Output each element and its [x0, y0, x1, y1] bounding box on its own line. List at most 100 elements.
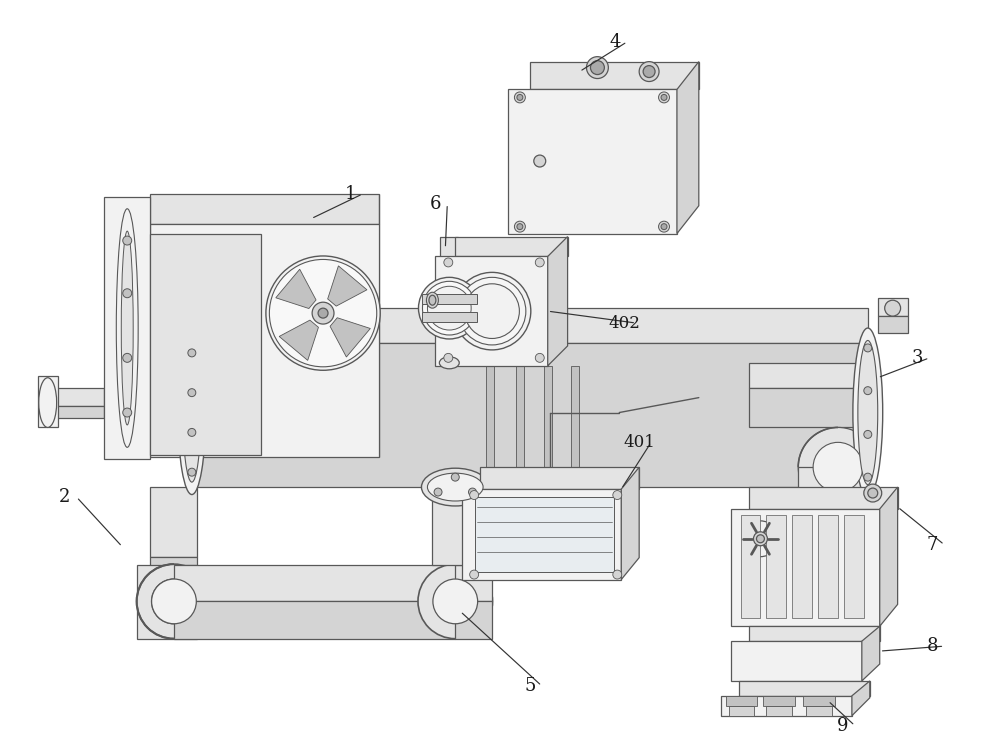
- Ellipse shape: [613, 491, 622, 500]
- Polygon shape: [844, 515, 864, 618]
- Polygon shape: [422, 294, 477, 304]
- Polygon shape: [276, 269, 316, 308]
- Ellipse shape: [798, 428, 878, 507]
- Polygon shape: [192, 308, 868, 343]
- Ellipse shape: [659, 222, 669, 232]
- Ellipse shape: [517, 224, 523, 230]
- Ellipse shape: [266, 256, 380, 370]
- Ellipse shape: [864, 344, 872, 352]
- Text: 2: 2: [59, 488, 70, 506]
- Ellipse shape: [123, 353, 132, 362]
- Polygon shape: [677, 62, 699, 233]
- Polygon shape: [880, 487, 898, 626]
- Polygon shape: [731, 509, 880, 626]
- Polygon shape: [803, 696, 835, 706]
- Polygon shape: [150, 233, 261, 456]
- Text: 3: 3: [912, 349, 923, 367]
- Polygon shape: [455, 601, 492, 639]
- Ellipse shape: [643, 66, 655, 77]
- Polygon shape: [174, 601, 455, 639]
- Ellipse shape: [590, 60, 604, 74]
- Polygon shape: [878, 316, 908, 333]
- Polygon shape: [174, 565, 455, 601]
- Ellipse shape: [188, 349, 196, 357]
- Text: 8: 8: [927, 637, 938, 655]
- Ellipse shape: [123, 408, 132, 417]
- Ellipse shape: [312, 302, 334, 324]
- Polygon shape: [432, 487, 478, 565]
- Polygon shape: [455, 565, 492, 601]
- Ellipse shape: [586, 57, 608, 79]
- Ellipse shape: [864, 386, 872, 394]
- Polygon shape: [152, 380, 259, 392]
- Ellipse shape: [123, 289, 132, 298]
- Ellipse shape: [429, 295, 436, 305]
- Ellipse shape: [470, 570, 479, 579]
- Polygon shape: [152, 348, 259, 360]
- Text: 9: 9: [837, 717, 849, 735]
- Ellipse shape: [659, 92, 669, 103]
- Ellipse shape: [535, 258, 544, 267]
- Polygon shape: [152, 411, 259, 423]
- Ellipse shape: [116, 209, 138, 447]
- Ellipse shape: [188, 468, 196, 476]
- Ellipse shape: [661, 224, 667, 230]
- Ellipse shape: [753, 532, 767, 545]
- Text: 1: 1: [345, 185, 357, 203]
- Polygon shape: [571, 366, 579, 467]
- Polygon shape: [741, 515, 760, 618]
- Text: 5: 5: [524, 677, 536, 695]
- Polygon shape: [174, 565, 197, 639]
- Ellipse shape: [453, 272, 531, 350]
- Polygon shape: [878, 298, 908, 316]
- Ellipse shape: [183, 343, 201, 482]
- Text: 401: 401: [623, 434, 655, 451]
- Ellipse shape: [427, 473, 483, 501]
- Polygon shape: [766, 515, 786, 618]
- Polygon shape: [480, 467, 639, 489]
- Ellipse shape: [434, 488, 442, 496]
- Polygon shape: [852, 681, 870, 715]
- Polygon shape: [530, 62, 699, 90]
- Ellipse shape: [418, 564, 493, 639]
- Polygon shape: [621, 467, 639, 579]
- Polygon shape: [818, 515, 838, 618]
- Polygon shape: [462, 489, 621, 579]
- Ellipse shape: [743, 521, 778, 556]
- Polygon shape: [544, 366, 552, 467]
- Polygon shape: [152, 284, 259, 296]
- Polygon shape: [38, 376, 58, 428]
- Polygon shape: [486, 366, 494, 467]
- Ellipse shape: [534, 155, 546, 167]
- Polygon shape: [150, 194, 379, 224]
- Text: 4: 4: [610, 32, 621, 51]
- Ellipse shape: [178, 330, 206, 495]
- Polygon shape: [729, 706, 754, 715]
- Polygon shape: [455, 236, 568, 256]
- Ellipse shape: [427, 286, 471, 330]
- Ellipse shape: [514, 222, 525, 232]
- Ellipse shape: [318, 308, 328, 318]
- Polygon shape: [328, 266, 367, 306]
- Ellipse shape: [535, 353, 544, 362]
- Ellipse shape: [426, 292, 438, 308]
- Polygon shape: [440, 343, 458, 363]
- Ellipse shape: [885, 300, 901, 316]
- Polygon shape: [152, 364, 259, 376]
- Polygon shape: [279, 320, 318, 361]
- Ellipse shape: [813, 442, 863, 492]
- Ellipse shape: [864, 473, 872, 481]
- Polygon shape: [152, 269, 259, 280]
- Polygon shape: [150, 224, 379, 457]
- Ellipse shape: [421, 468, 489, 506]
- Ellipse shape: [418, 277, 480, 339]
- Ellipse shape: [123, 236, 132, 245]
- Polygon shape: [862, 626, 880, 681]
- Polygon shape: [792, 515, 812, 618]
- Polygon shape: [798, 467, 838, 537]
- Polygon shape: [152, 332, 259, 344]
- Ellipse shape: [517, 94, 523, 100]
- Polygon shape: [548, 236, 568, 366]
- Polygon shape: [475, 497, 614, 572]
- Ellipse shape: [465, 284, 519, 339]
